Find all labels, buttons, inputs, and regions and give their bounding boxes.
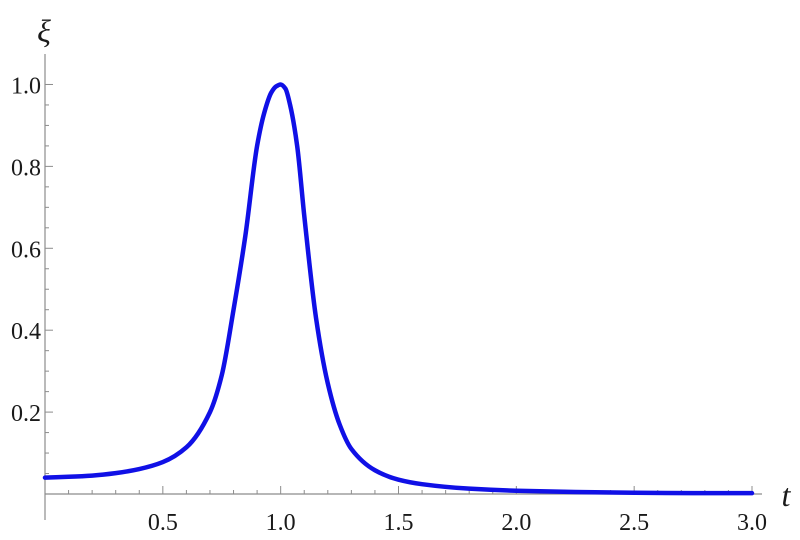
- x-tick-label: 1.5: [384, 510, 414, 536]
- y-tick-label: 0.4: [11, 319, 41, 345]
- x-tick-label: 0.5: [148, 510, 178, 536]
- y-tick-label: 0.2: [11, 401, 41, 427]
- x-tick-label: 1.0: [266, 510, 296, 536]
- axes: [44, 54, 762, 520]
- y-tick-label: 1.0: [11, 73, 41, 99]
- y-tick-label: 0.6: [11, 237, 41, 263]
- y-tick-label: 0.8: [11, 155, 41, 181]
- series-line: [42, 82, 755, 496]
- x-tick-label: 3.0: [737, 510, 767, 536]
- tick-labels: 0.5 1.0 1.5 2.0 2.5 3.0 0.2 0.4 0.6 0.8 1.0: [11, 73, 767, 536]
- series-layer: [42, 82, 755, 496]
- x-tick-label: 2.5: [619, 510, 649, 536]
- tick-marks: [45, 83, 753, 494]
- x-tick-label: 2.0: [501, 510, 531, 536]
- x-axis-label: t: [782, 477, 792, 513]
- y-axis-label: ξ: [37, 13, 51, 49]
